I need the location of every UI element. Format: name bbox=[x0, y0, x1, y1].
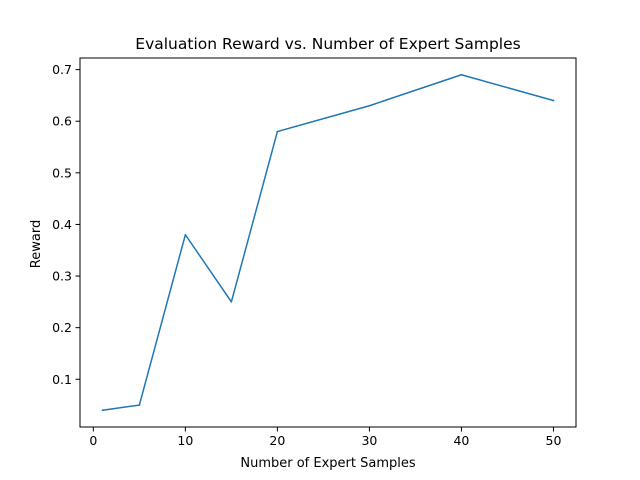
plot-area bbox=[80, 58, 576, 427]
y-tick-label: 0.5 bbox=[52, 165, 72, 180]
y-tick-label: 0.2 bbox=[52, 320, 72, 335]
data-point bbox=[138, 404, 141, 406]
data-point bbox=[552, 99, 555, 102]
x-tick-label: 40 bbox=[453, 433, 469, 448]
y-tick-label: 0.3 bbox=[52, 269, 72, 284]
y-tick-label: 0.4 bbox=[52, 217, 72, 232]
data-point bbox=[276, 130, 279, 133]
data-point bbox=[184, 233, 187, 236]
y-axis-label: Reward bbox=[29, 220, 44, 268]
data-point bbox=[368, 104, 371, 107]
x-tick-label: 0 bbox=[89, 433, 97, 448]
data-point bbox=[230, 301, 233, 303]
y-tick-label: 0.6 bbox=[52, 114, 72, 129]
series-line bbox=[101, 74, 555, 412]
chart-title: Evaluation Reward vs. Number of Expert S… bbox=[135, 35, 520, 53]
data-point bbox=[101, 409, 104, 412]
data-point bbox=[460, 73, 463, 76]
x-tick-label: 50 bbox=[546, 433, 562, 448]
x-tick-label: 10 bbox=[177, 433, 193, 448]
y-tick-label: 0.7 bbox=[52, 62, 72, 77]
x-tick-label: 30 bbox=[361, 433, 377, 448]
plot-frame bbox=[79, 57, 577, 428]
y-tick-label: 0.1 bbox=[52, 372, 72, 387]
x-axis-label: Number of Expert Samples bbox=[240, 456, 415, 471]
x-tick-label: 20 bbox=[269, 433, 285, 448]
